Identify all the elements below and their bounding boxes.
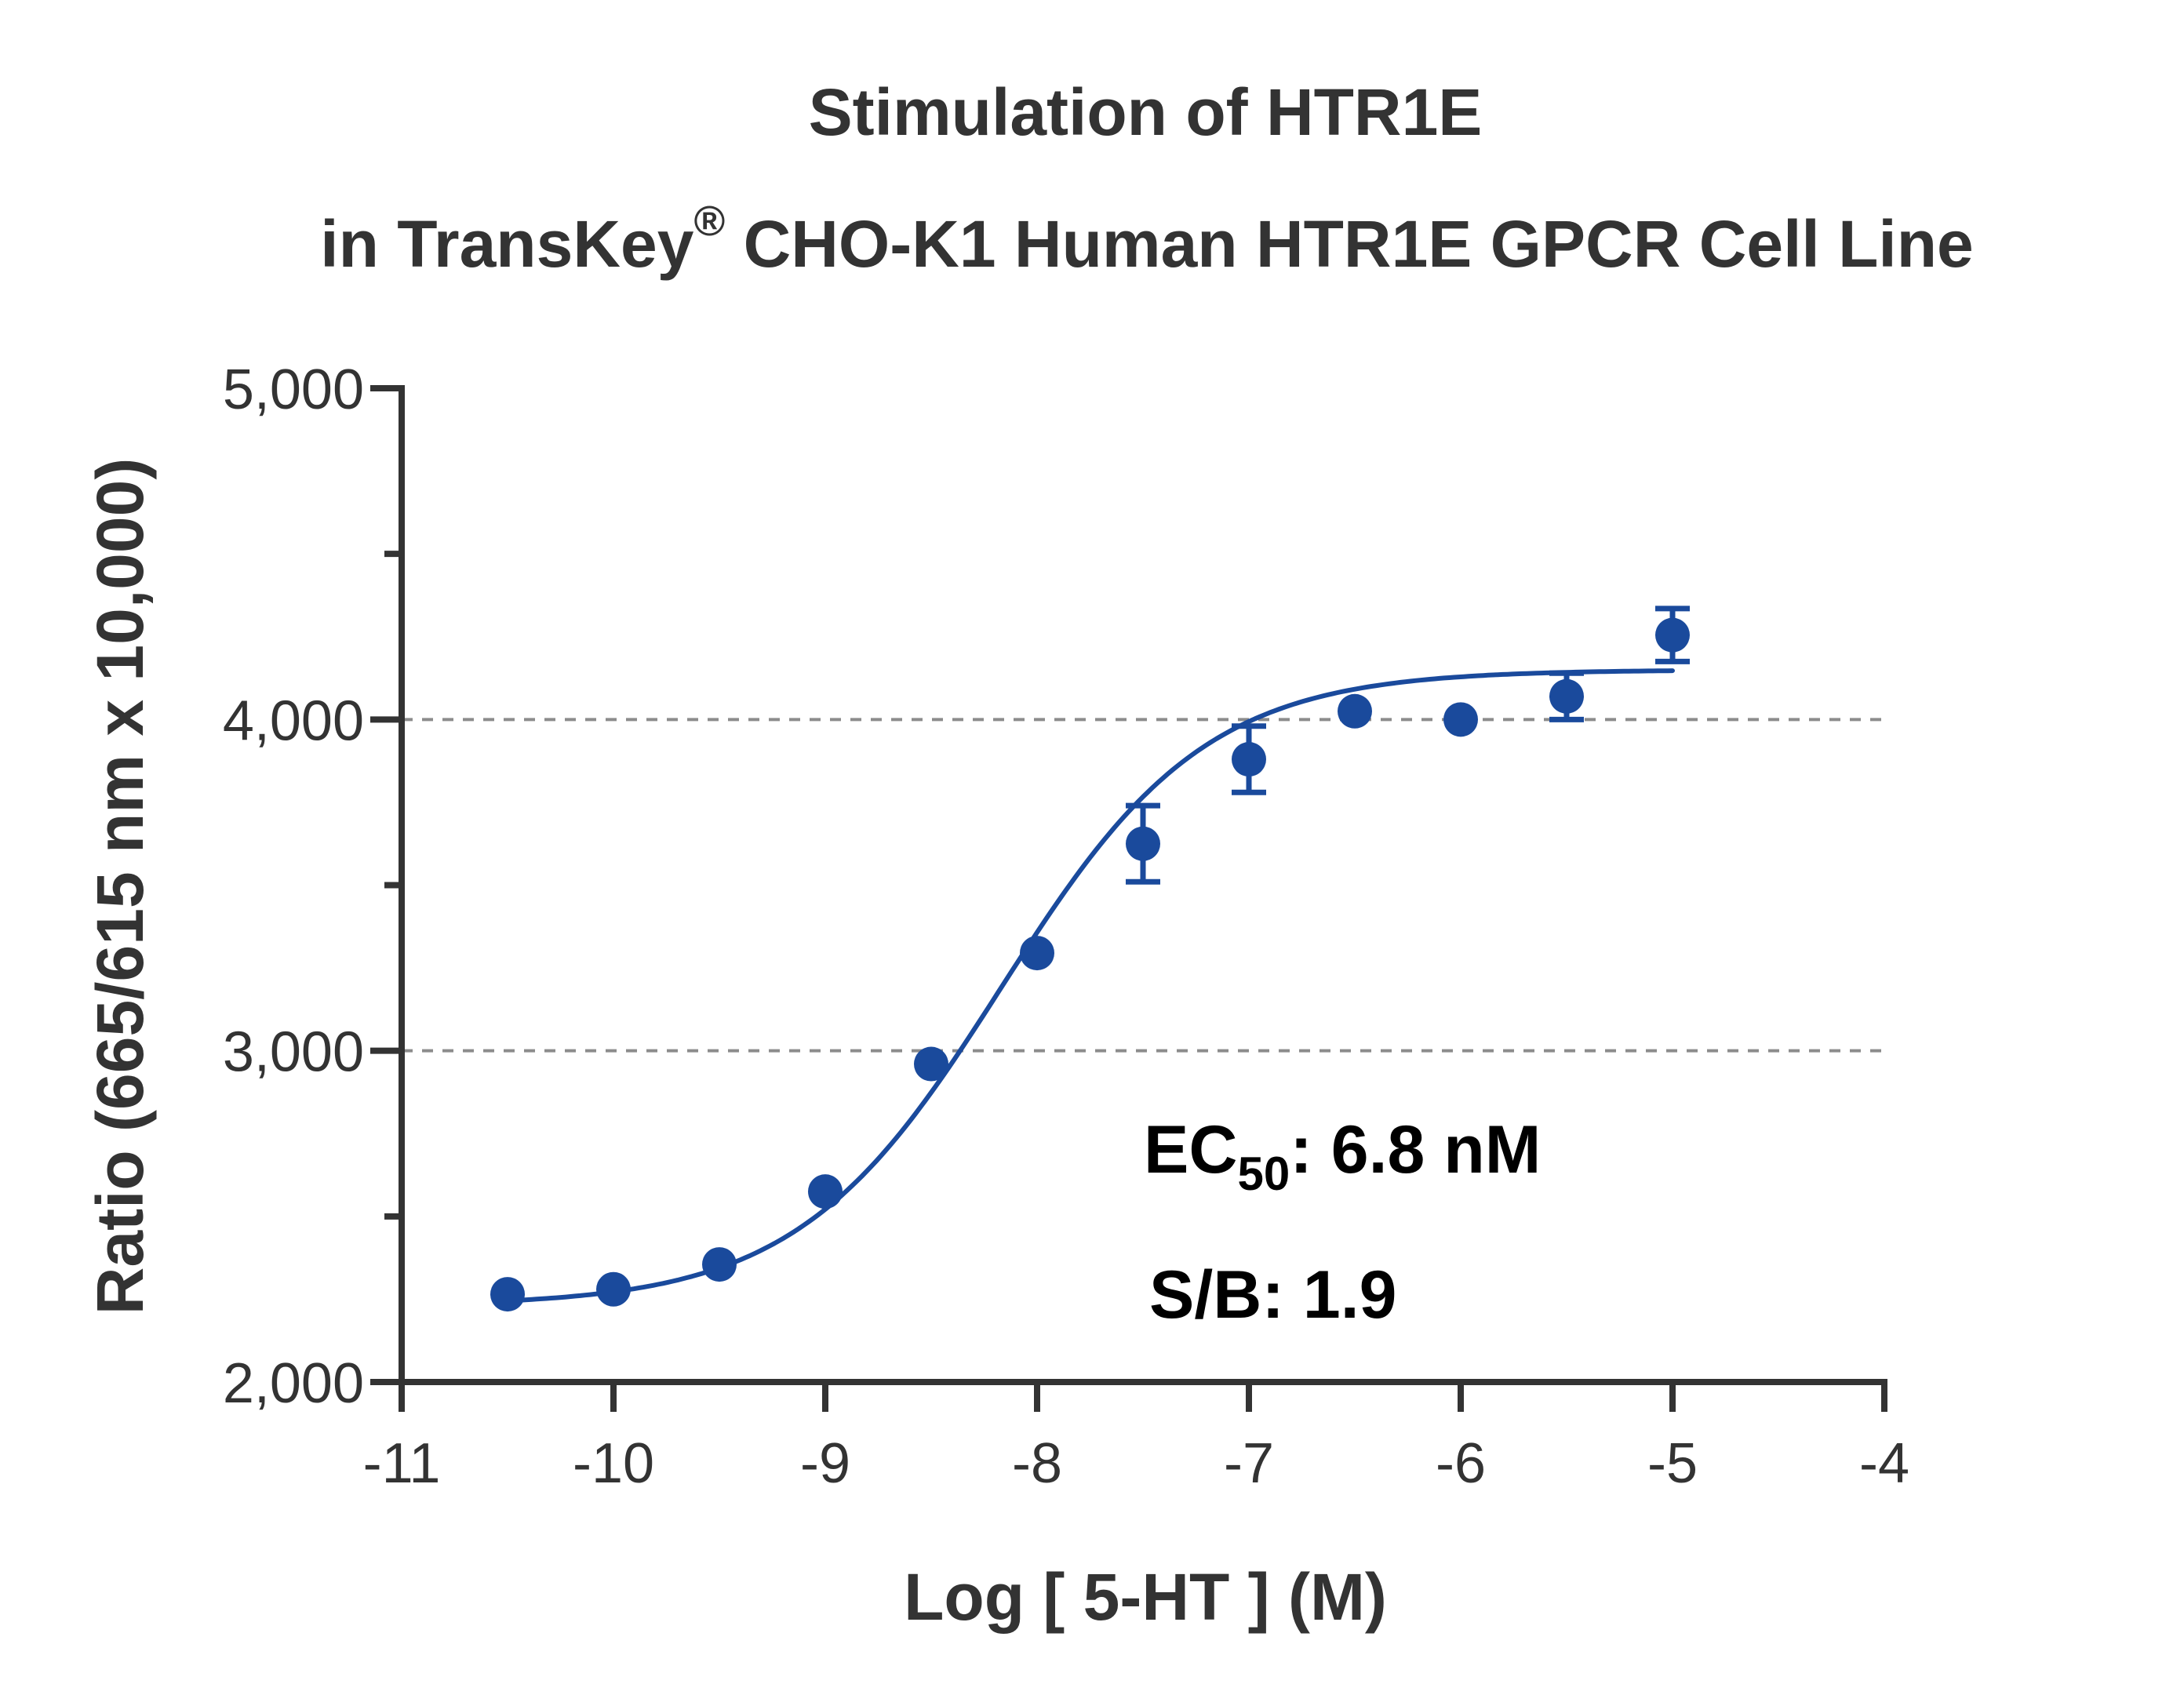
data-point — [1655, 617, 1690, 653]
gridlines — [402, 718, 1884, 1053]
x-tick-label: -11 — [363, 1432, 441, 1495]
data-point — [1549, 678, 1584, 714]
x-tick-labels: -11 -10 -9 -8 -7 -6 -5 -4 — [363, 1432, 1909, 1495]
x-tick-label: -10 — [573, 1432, 654, 1495]
x-tick-label: -8 — [1012, 1432, 1062, 1495]
chart-title-line2-suffix: CHO-K1 Human HTR1E GPCR Cell Line — [725, 207, 1974, 281]
fit-curve — [505, 668, 1675, 1304]
fit-curve-group — [505, 668, 1675, 1304]
data-points — [490, 617, 1690, 1312]
ec50-value: : 6.8 nM — [1290, 1112, 1541, 1188]
x-tick-label: -4 — [1859, 1432, 1909, 1495]
data-point — [596, 1271, 631, 1307]
ec50-prefix: EC — [1144, 1112, 1237, 1188]
y-tick-labels: 2,000 3,000 4,000 5,000 — [223, 358, 364, 1415]
data-point — [490, 1277, 525, 1312]
data-point — [1020, 936, 1054, 971]
sb-annotation: S/B: 1.9 — [1149, 1257, 1396, 1333]
y-tick-label: 4,000 — [223, 689, 364, 752]
chart-title-line2: in TransKey® CHO-K1 Human HTR1E GPCR Cel… — [320, 198, 1974, 281]
y-axis-title: Ratio (665/615 nm x 10,000) — [83, 458, 157, 1315]
ec50-subscript: 50 — [1237, 1148, 1290, 1200]
data-point — [1338, 693, 1372, 729]
data-point — [702, 1247, 737, 1282]
data-point — [1126, 826, 1160, 861]
chart-title-line1: Stimulation of HTR1E — [809, 75, 1483, 149]
x-tick-label: -7 — [1224, 1432, 1274, 1495]
y-tick-label: 2,000 — [223, 1352, 364, 1415]
data-point — [1443, 702, 1478, 737]
data-point — [808, 1174, 843, 1209]
x-tick-label: -6 — [1436, 1432, 1486, 1495]
ec50-annotation: EC50: 6.8 nM — [1144, 1112, 1541, 1200]
chart-title-line2-prefix: in TransKey — [320, 207, 693, 281]
registered-mark: ® — [693, 198, 725, 245]
axes — [370, 385, 1887, 1412]
data-point — [914, 1046, 948, 1082]
data-point — [1232, 742, 1266, 777]
y-tick-label: 3,000 — [223, 1021, 364, 1084]
x-tick-label: -5 — [1647, 1432, 1698, 1495]
x-axis-title: Log [ 5-HT ] (M) — [904, 1560, 1387, 1634]
x-tick-label: -9 — [800, 1432, 850, 1495]
y-tick-label: 5,000 — [223, 358, 364, 421]
